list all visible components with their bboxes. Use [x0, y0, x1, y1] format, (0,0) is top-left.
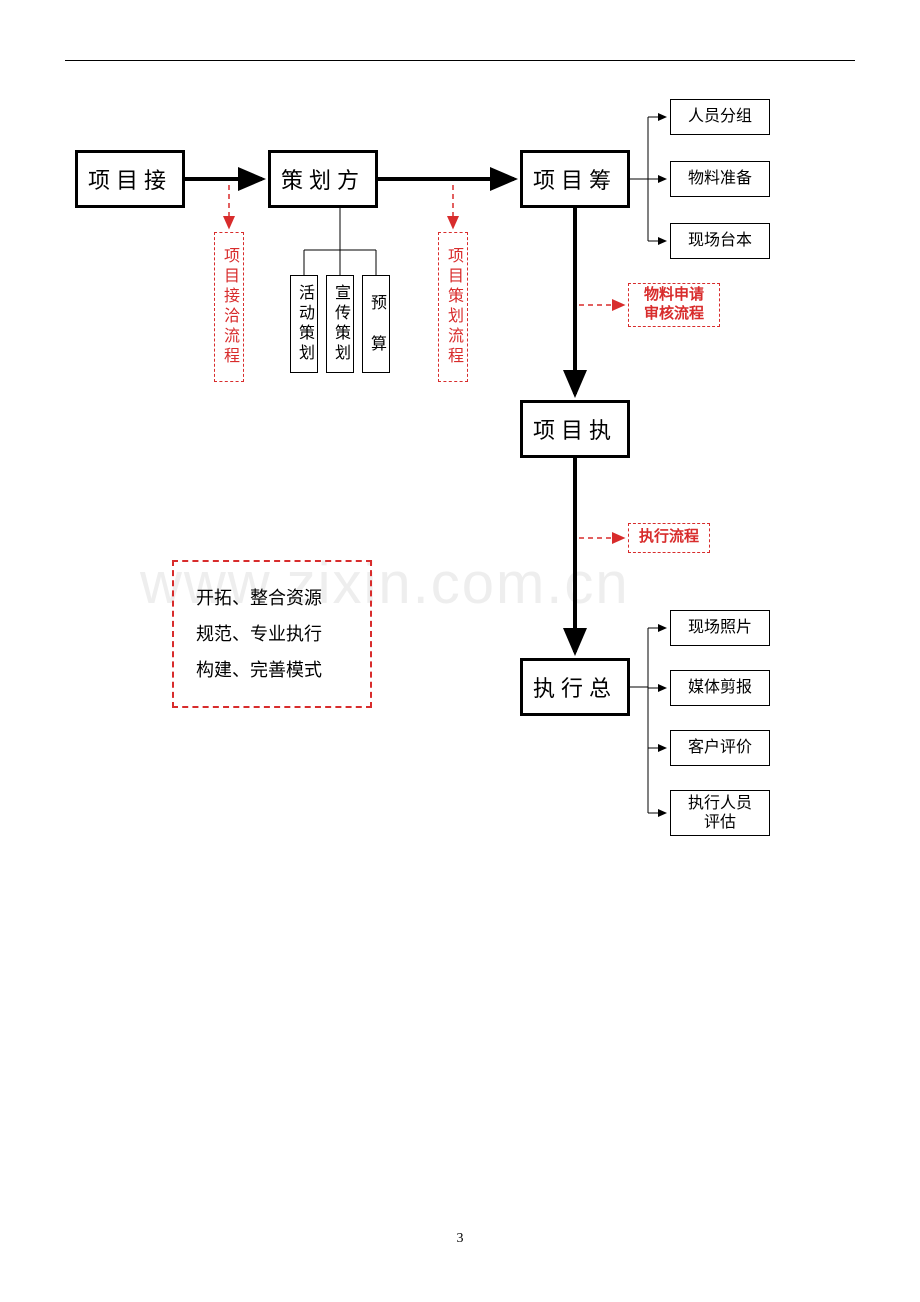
principles-line-1: 开拓、整合资源: [196, 580, 348, 616]
principles-line-2: 规范、专业执行: [196, 616, 348, 652]
principles-box: 开拓、整合资源 规范、专业执行 构建、完善模式: [172, 560, 372, 708]
subflow-material: 物料申请 审核流程: [628, 283, 720, 327]
node-exec-label: 项目执: [533, 413, 617, 445]
principles-line-3: 构建、完善模式: [196, 652, 348, 688]
subflow-receive-label: 项目接洽流程: [217, 247, 241, 367]
subflow-plan: 项目策划流程: [438, 232, 468, 382]
node-plan-label: 策划方: [281, 163, 365, 195]
subnode-promo: 宣传策划: [326, 275, 354, 373]
node-receive-label: 项目接: [88, 163, 172, 195]
node-prep-label: 项目筹: [533, 163, 617, 195]
subflow-exec-label: 执行流程: [639, 528, 699, 548]
out-staff-eval: 执行人员 评估: [670, 790, 770, 836]
node-prep: 项目筹: [520, 150, 630, 208]
out-staff-eval-label: 执行人员 评估: [688, 794, 752, 832]
out-personnel: 人员分组: [670, 99, 770, 135]
out-personnel-label: 人员分组: [688, 107, 752, 126]
flowchart-page: www.zixin.com.cn 项目接 策划方 项目筹 项目执 执行总 项目接…: [0, 0, 920, 1302]
subnode-activity: 活动策划: [290, 275, 318, 373]
subnode-budget-label: 预 算: [364, 294, 388, 355]
page-number: 3: [0, 1231, 920, 1247]
node-plan: 策划方: [268, 150, 378, 208]
header-rule: [65, 60, 855, 61]
node-summary-label: 执行总: [533, 671, 617, 703]
out-script: 现场台本: [670, 223, 770, 259]
subflow-material-label: 物料申请 审核流程: [644, 286, 704, 325]
subnode-promo-label: 宣传策划: [328, 284, 352, 364]
node-summary: 执行总: [520, 658, 630, 716]
subnode-budget: 预 算: [362, 275, 390, 373]
out-photos-label: 现场照片: [688, 618, 752, 637]
out-materials-label: 物料准备: [688, 169, 752, 188]
out-clippings: 媒体剪报: [670, 670, 770, 706]
subflow-plan-label: 项目策划流程: [441, 247, 465, 367]
subnode-activity-label: 活动策划: [292, 284, 316, 364]
out-materials: 物料准备: [670, 161, 770, 197]
out-feedback-label: 客户评价: [688, 738, 752, 757]
out-script-label: 现场台本: [688, 231, 752, 250]
node-receive: 项目接: [75, 150, 185, 208]
node-exec: 项目执: [520, 400, 630, 458]
out-photos: 现场照片: [670, 610, 770, 646]
out-feedback: 客户评价: [670, 730, 770, 766]
subflow-receive: 项目接洽流程: [214, 232, 244, 382]
subflow-exec: 执行流程: [628, 523, 710, 553]
out-clippings-label: 媒体剪报: [688, 678, 752, 697]
